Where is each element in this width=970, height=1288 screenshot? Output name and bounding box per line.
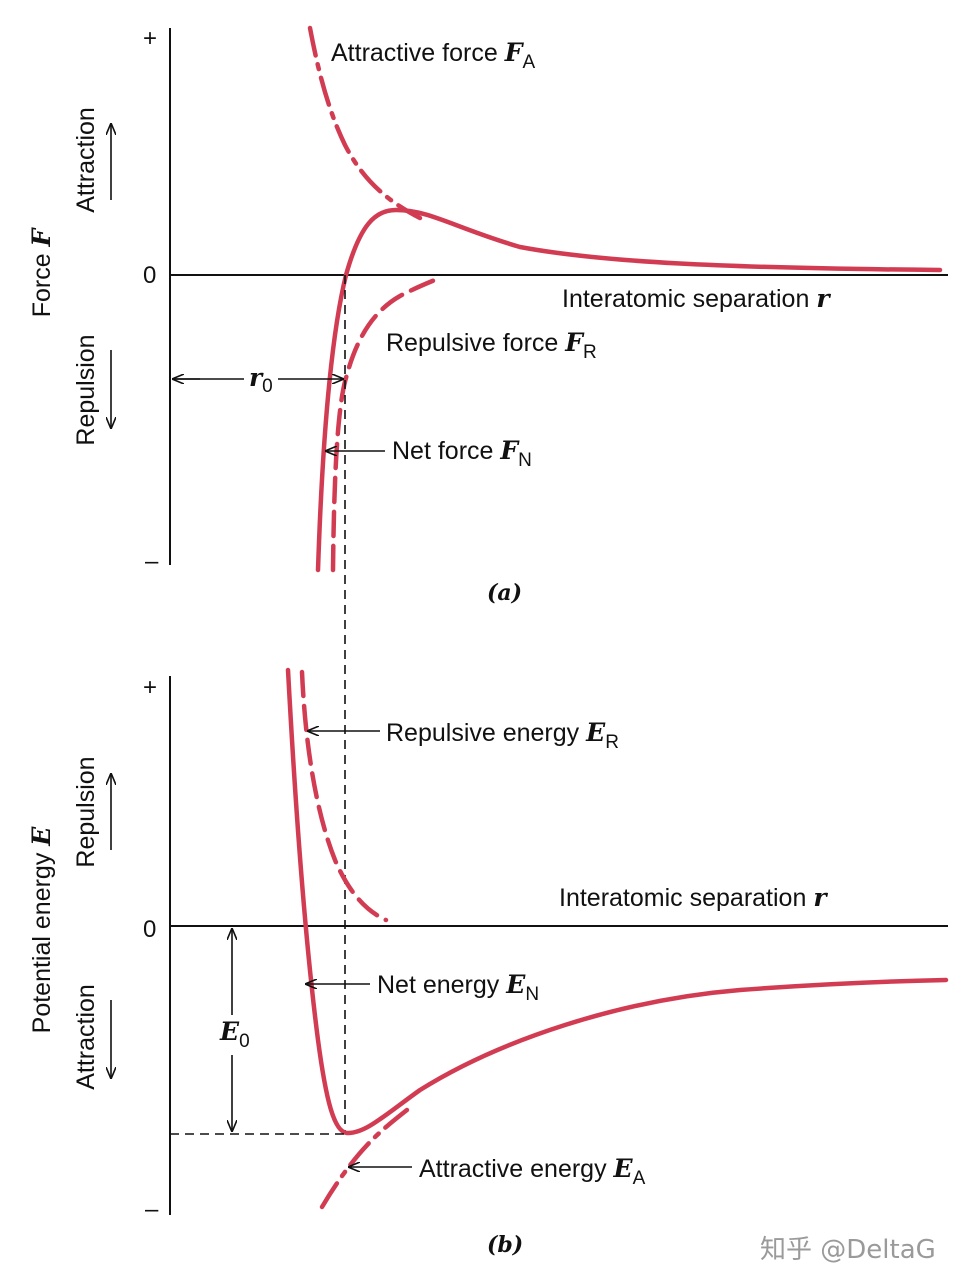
repulsive-energy-label: Repulsive energy ER [386, 718, 619, 753]
panel-b: + 0 – Potential energy E Repulsion Attra… [27, 667, 949, 1258]
net-energy-label: Net energy EN [377, 970, 539, 1005]
repulsive-force-curve [330, 274, 445, 573]
energy-x-axis-label: Interatomic separation r [559, 883, 828, 912]
attractive-energy-curve [319, 1103, 415, 1210]
force-attraction-label: Attraction [72, 107, 100, 213]
e0-label: E0 [219, 1017, 250, 1052]
watermark: 知乎 @DeltaG [760, 1235, 936, 1265]
energy-minus-tick: – [145, 1196, 159, 1223]
force-axis-title: Force F [27, 226, 56, 317]
energy-zero-tick: 0 [143, 916, 156, 943]
force-minus-tick: – [145, 548, 159, 575]
panel-b-tag: (b) [487, 1232, 523, 1258]
attractive-energy-label: Attractive energy EA [419, 1154, 646, 1189]
energy-repulsion-label: Repulsion [72, 756, 100, 867]
force-repulsion-label: Repulsion [72, 334, 100, 445]
attractive-force-label: Attractive force FA [331, 38, 535, 73]
net-force-curve [315, 207, 943, 573]
net-force-label: Net force FN [392, 436, 532, 471]
panel-a: + 0 – Force F Attraction Repulsion r0 At… [27, 25, 948, 606]
energy-attraction-label: Attraction [72, 984, 100, 1090]
repulsive-force-label: Repulsive force FR [386, 328, 597, 363]
force-x-axis-label: Interatomic separation r [562, 284, 831, 313]
r0-label: r0 [249, 363, 273, 397]
force-plus-tick: + [143, 25, 157, 52]
energy-axis-title: Potential energy E [27, 826, 56, 1034]
attractive-force-curve [307, 25, 423, 221]
repulsive-energy-curve [299, 669, 389, 923]
net-energy-curve [285, 667, 949, 1136]
panel-a-tag: (a) [487, 580, 522, 606]
force-zero-tick: 0 [143, 262, 156, 289]
energy-plus-tick: + [143, 674, 157, 701]
